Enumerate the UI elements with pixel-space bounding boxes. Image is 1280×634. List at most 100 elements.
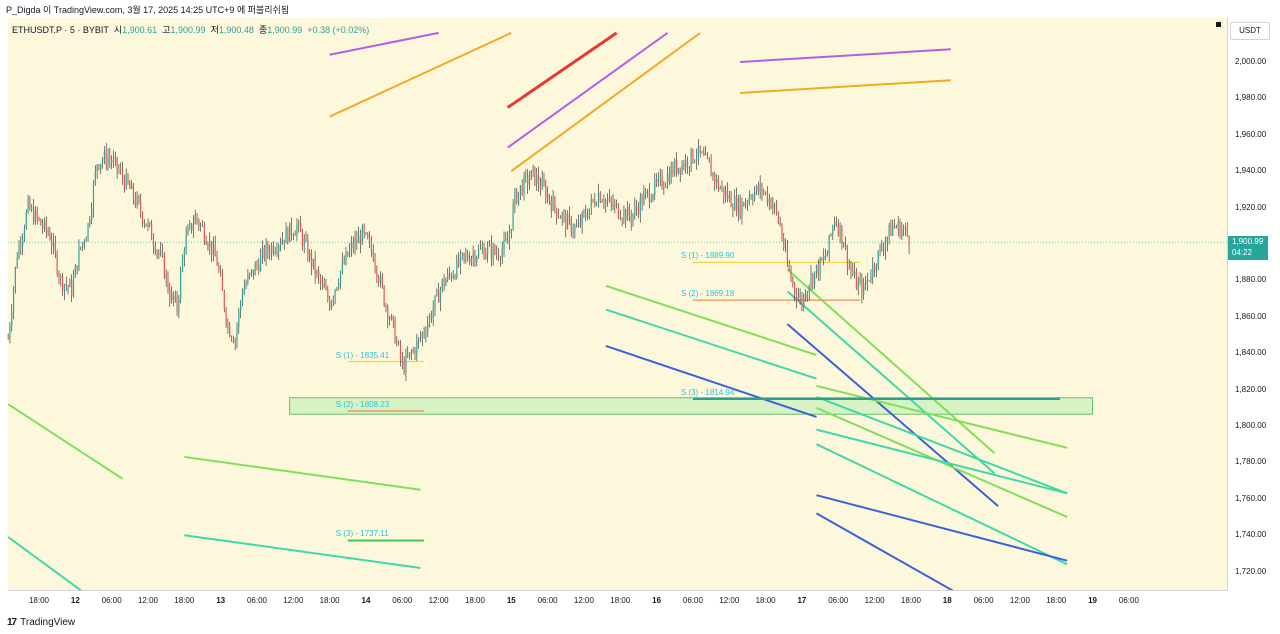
symbol-name[interactable]: ETHUSDT.P · 5 · BYBIT bbox=[12, 25, 109, 35]
candle-body-97 bbox=[183, 250, 185, 258]
trendline-22 bbox=[816, 494, 1068, 562]
candle-body-316 bbox=[581, 212, 583, 226]
candle-body-347 bbox=[637, 208, 640, 215]
candle-body-441 bbox=[808, 285, 810, 293]
candle-body-116 bbox=[218, 265, 220, 271]
candle-body-351 bbox=[645, 191, 647, 194]
support-label[interactable]: S (1) - 1889.90 bbox=[680, 251, 735, 261]
candle-body-326 bbox=[599, 192, 601, 202]
candle-body-426 bbox=[781, 225, 783, 239]
time-tick-label: 18:00 bbox=[28, 596, 50, 605]
time-tick-label: 12:00 bbox=[137, 596, 158, 605]
candle-body-235 bbox=[434, 295, 436, 309]
candle-body-209 bbox=[387, 306, 389, 320]
candle-body-114 bbox=[214, 244, 216, 257]
candle-body-41 bbox=[81, 242, 84, 248]
candle-body-183 bbox=[339, 271, 342, 284]
candle-body-354 bbox=[650, 199, 652, 202]
candle-body-121 bbox=[227, 323, 229, 326]
candle-body-53 bbox=[103, 151, 105, 161]
candle-body-76 bbox=[145, 223, 147, 227]
support-label[interactable]: S (1) - 1835.41 bbox=[335, 350, 390, 360]
candle-body-271 bbox=[499, 258, 501, 259]
price-scale[interactable] bbox=[1227, 18, 1280, 590]
candle-body-218 bbox=[403, 362, 405, 373]
candle-body-407 bbox=[746, 202, 749, 203]
candle-body-224 bbox=[414, 349, 416, 355]
candle-body-226 bbox=[418, 338, 420, 341]
candle-body-244 bbox=[450, 274, 452, 279]
candle-body-446 bbox=[817, 265, 819, 276]
candle-body-356 bbox=[654, 179, 656, 195]
candle-body-290 bbox=[534, 166, 536, 185]
candle-body-412 bbox=[755, 185, 758, 192]
support-label[interactable]: S (2) - 1808.23 bbox=[335, 400, 390, 410]
candle-body-147 bbox=[274, 251, 276, 253]
trendline-15 bbox=[786, 290, 996, 475]
candle-body-400 bbox=[734, 196, 736, 211]
candle-body-170 bbox=[316, 271, 318, 275]
candle-body-79 bbox=[151, 223, 153, 240]
time-tick-label: 12:00 bbox=[719, 596, 740, 605]
candle-body-33 bbox=[67, 285, 69, 288]
candle-body-73 bbox=[140, 201, 142, 213]
trendline-3 bbox=[507, 32, 669, 149]
candle-body-370 bbox=[679, 167, 681, 174]
candle-body-87 bbox=[165, 274, 167, 278]
candle-body-95 bbox=[180, 271, 182, 299]
tradingview-brand[interactable]: 17 TradingView bbox=[7, 617, 75, 628]
change-value: +0.38 (+0.02%) bbox=[307, 25, 370, 35]
time-scale[interactable] bbox=[8, 590, 1227, 609]
candle-body-221 bbox=[408, 352, 411, 357]
candle-body-383 bbox=[703, 152, 705, 156]
candle-body-66 bbox=[127, 174, 129, 184]
candle-body-67 bbox=[129, 183, 131, 189]
candle-body-368 bbox=[675, 159, 678, 173]
candle-body-173 bbox=[321, 282, 323, 284]
candle-body-470 bbox=[861, 280, 863, 296]
candle-body-335 bbox=[616, 203, 618, 205]
candle-body-273 bbox=[503, 239, 505, 249]
time-tick-label: 06:00 bbox=[537, 596, 558, 605]
candle-body-150 bbox=[279, 244, 282, 246]
time-tick-label: 16 bbox=[652, 596, 662, 605]
support-label[interactable]: S (2) - 1869.18 bbox=[680, 289, 735, 299]
candle-body-361 bbox=[663, 187, 665, 189]
candle-body-396 bbox=[726, 190, 729, 199]
candle-body-471 bbox=[863, 282, 865, 296]
candle-body-54 bbox=[105, 151, 107, 165]
candle-body-378 bbox=[694, 160, 696, 162]
candle-body-102 bbox=[192, 224, 195, 231]
candle-body-377 bbox=[692, 149, 694, 162]
candle-body-320 bbox=[588, 208, 590, 218]
currency-button[interactable]: USDT bbox=[1230, 22, 1270, 40]
candle-body-319 bbox=[586, 216, 589, 218]
candle-body-11 bbox=[27, 198, 29, 213]
candle-body-413 bbox=[757, 185, 759, 192]
candle-body-70 bbox=[134, 198, 136, 206]
candle-body-435 bbox=[797, 296, 799, 300]
chart-pane[interactable] bbox=[8, 18, 1227, 590]
candle-body-372 bbox=[683, 163, 685, 168]
candle-body-440 bbox=[806, 292, 808, 299]
candle-body-26 bbox=[54, 241, 56, 254]
candle-body-417 bbox=[765, 191, 767, 193]
candle-body-375 bbox=[688, 166, 690, 168]
support-label[interactable]: S (3) - 1737.11 bbox=[335, 529, 389, 539]
candle-body-253 bbox=[467, 254, 469, 260]
candle-body-96 bbox=[181, 257, 184, 272]
support-label[interactable]: S (3) - 1814.94 bbox=[680, 387, 735, 397]
candle-body-369 bbox=[677, 167, 680, 173]
candle-body-488 bbox=[893, 225, 896, 227]
candle-body-489 bbox=[895, 226, 897, 228]
candle-body-451 bbox=[826, 253, 828, 257]
candle-body-379 bbox=[695, 157, 698, 161]
candle-body-243 bbox=[448, 272, 451, 275]
candle-body-392 bbox=[719, 188, 721, 190]
candle-body-467 bbox=[855, 271, 858, 290]
square-icon[interactable] bbox=[1216, 22, 1221, 27]
candle-body-227 bbox=[419, 338, 422, 339]
candle-body-306 bbox=[563, 214, 565, 215]
candle-body-389 bbox=[714, 173, 716, 183]
candle-body-274 bbox=[505, 239, 507, 240]
